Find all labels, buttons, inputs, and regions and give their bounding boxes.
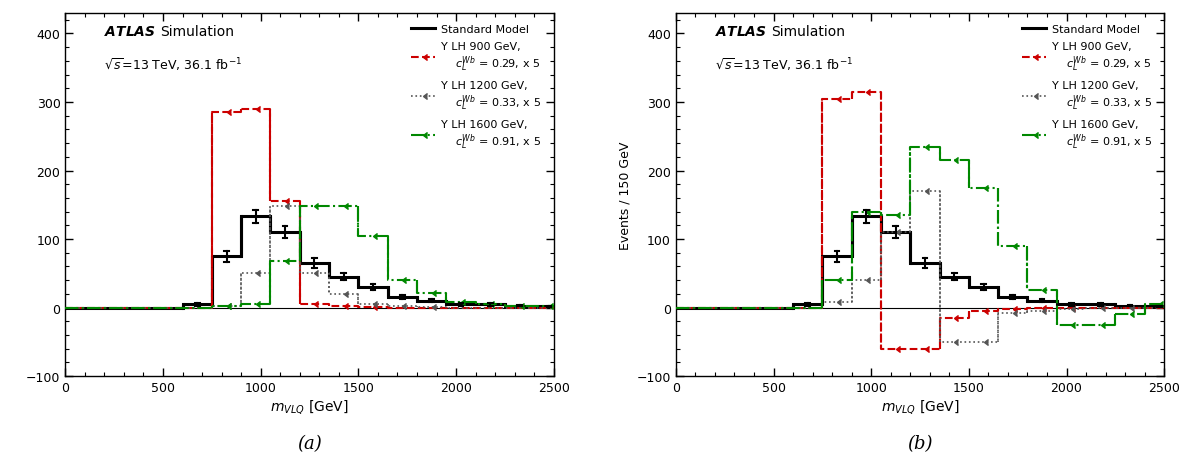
Text: Simulation: Simulation [160,25,234,39]
Text: Simulation: Simulation [771,25,845,39]
Y-axis label: Events / 150 GeV: Events / 150 GeV [618,141,631,249]
Text: $\bfit{ATLAS}$: $\bfit{ATLAS}$ [105,25,157,39]
Text: $\sqrt{s}$=13 TeV, 36.1 fb$^{-1}$: $\sqrt{s}$=13 TeV, 36.1 fb$^{-1}$ [715,57,853,74]
X-axis label: $m_{VLQ}$ [GeV]: $m_{VLQ}$ [GeV] [880,397,959,415]
Text: (b): (b) [908,434,933,453]
Text: (a): (a) [297,434,322,453]
Legend: Standard Model, Y LH 900 GeV,
    $c_L^{Wb}$ = 0.29, x 5, Y LH 1200 GeV,
    $c_: Standard Model, Y LH 900 GeV, $c_L^{Wb}$… [409,23,543,154]
Legend: Standard Model, Y LH 900 GeV,
    $c_L^{Wb}$ = 0.29, x 5, Y LH 1200 GeV,
    $c_: Standard Model, Y LH 900 GeV, $c_L^{Wb}$… [1019,23,1154,154]
X-axis label: $m_{VLQ}$ [GeV]: $m_{VLQ}$ [GeV] [271,397,349,415]
Text: $\sqrt{s}$=13 TeV, 36.1 fb$^{-1}$: $\sqrt{s}$=13 TeV, 36.1 fb$^{-1}$ [105,57,242,74]
Text: $\bfit{ATLAS}$: $\bfit{ATLAS}$ [715,25,766,39]
